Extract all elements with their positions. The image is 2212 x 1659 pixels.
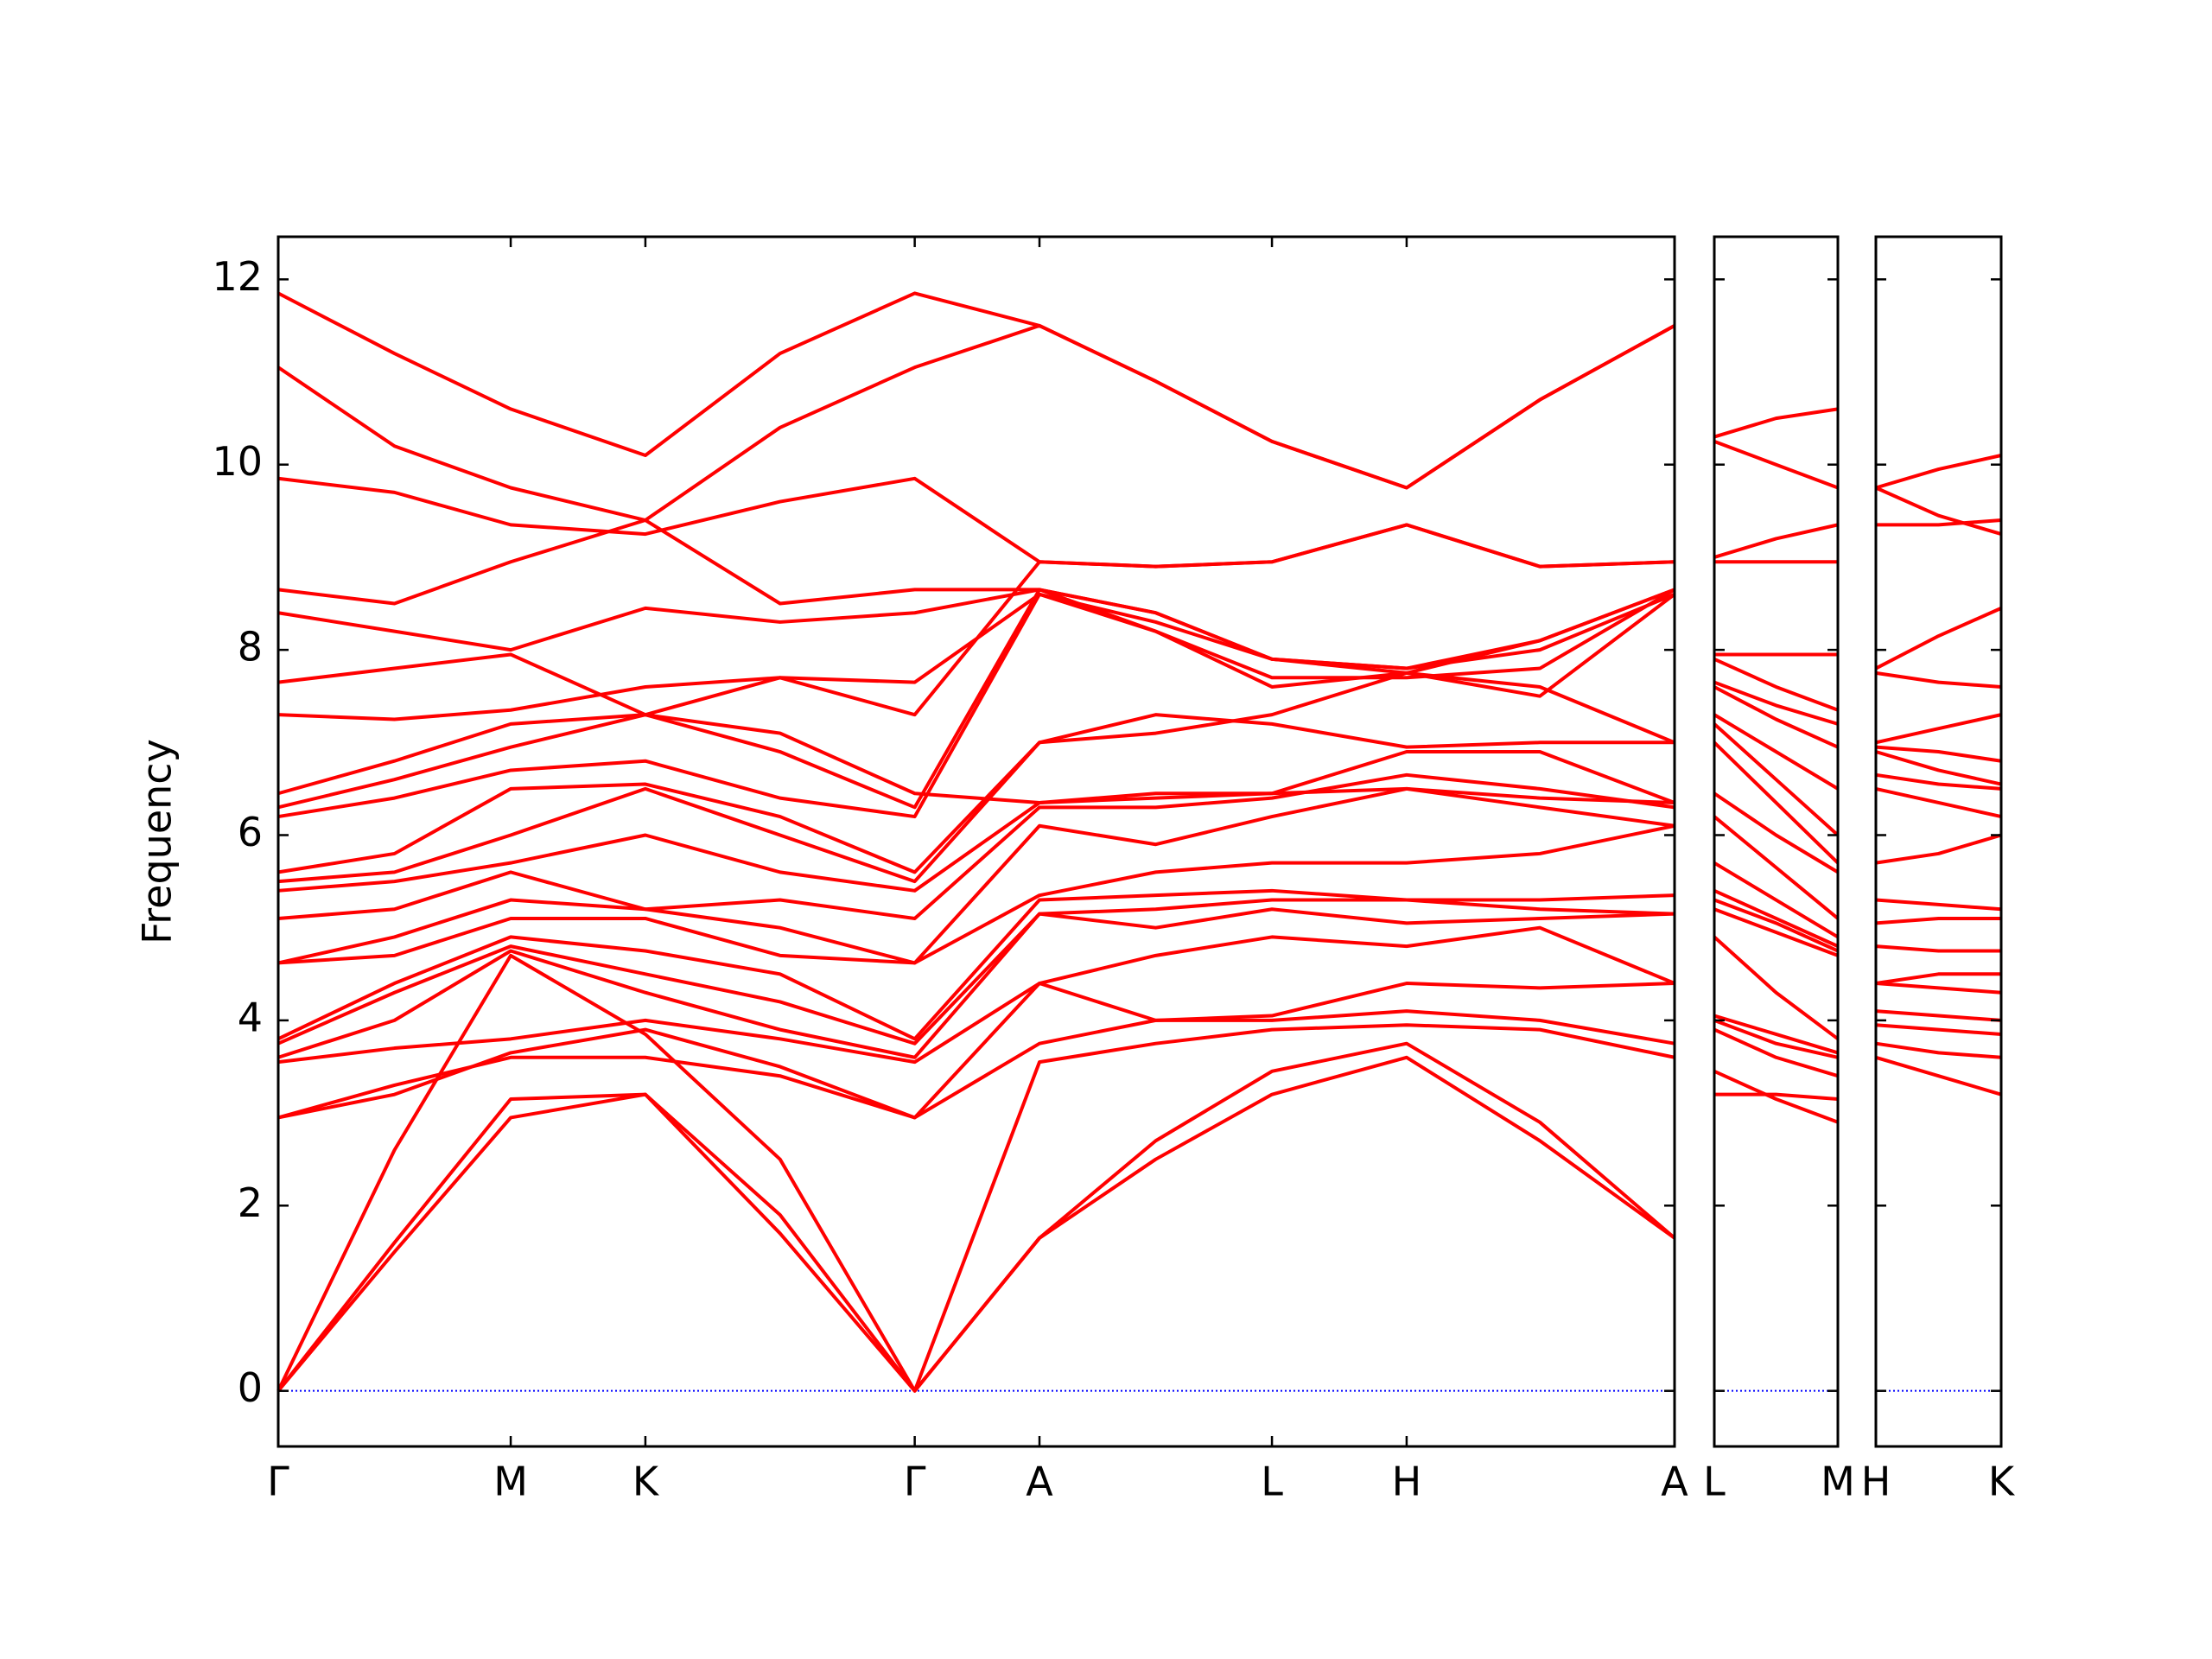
x-tick-label: Γ: [904, 1459, 926, 1505]
band-line: [277, 592, 1675, 717]
y-tick-label: 2: [238, 1179, 263, 1226]
y-tick-label: 10: [212, 438, 263, 485]
band-line: [1713, 888, 1839, 948]
band-line: [1875, 454, 2002, 490]
x-tick-label: H: [1861, 1459, 1891, 1505]
x-tick-label: K: [632, 1459, 660, 1505]
band-line: [1713, 741, 1840, 865]
band-line: [277, 523, 1675, 721]
x-tick-label: Γ: [267, 1459, 289, 1505]
band-line: [1713, 861, 1840, 939]
band-line: [1875, 833, 2002, 865]
band-line: [276, 323, 1675, 523]
band-line: [277, 713, 1675, 884]
band-line: [1875, 486, 2002, 537]
band-line: [1713, 685, 1839, 749]
band-line: [276, 1041, 1676, 1393]
band-line: [277, 713, 1675, 804]
band-line: [277, 291, 1675, 490]
panel-frame: [1713, 235, 1840, 1448]
band-line: [1713, 407, 1839, 439]
band-line: [277, 588, 1675, 675]
band-line: [1875, 944, 2001, 953]
band-line: [1875, 713, 2002, 745]
band-line: [1714, 1092, 1839, 1102]
band-line: [276, 953, 1675, 1393]
panel-frame: [276, 235, 1676, 1448]
y-tick-label: 0: [238, 1364, 263, 1411]
band-line: [1713, 1070, 1839, 1124]
band-line: [277, 925, 1675, 1065]
band-line: [1875, 750, 2002, 786]
band-line: [277, 592, 1676, 819]
x-tick-label: K: [1988, 1459, 2016, 1505]
band-line: [1713, 815, 1840, 920]
x-tick-label: L: [1261, 1459, 1283, 1505]
band-line: [1875, 786, 2002, 819]
panel-frame: [1874, 235, 2003, 1448]
band-line: [1875, 982, 2002, 995]
band-line: [1713, 898, 1839, 953]
band-line: [277, 1009, 1675, 1120]
band-line: [1875, 745, 2002, 763]
band-line: [1875, 772, 2002, 791]
band-line: [1875, 916, 2001, 925]
y-tick-label: 8: [238, 624, 263, 671]
band-line: [277, 982, 1675, 1120]
band-line: [1713, 523, 1839, 559]
x-tick-label: A: [1026, 1459, 1053, 1505]
band-line: [1875, 1041, 2002, 1059]
band-line: [277, 888, 1675, 1041]
band-line: [1876, 518, 2002, 527]
band-line: [1875, 898, 2002, 912]
band-line: [1713, 713, 1840, 791]
band-line: [1875, 972, 2001, 985]
band-line: [1713, 907, 1839, 957]
band-line: [1875, 671, 2002, 689]
x-tick-label: M: [493, 1459, 528, 1505]
band-line: [277, 772, 1675, 920]
band-line: [1713, 680, 1839, 726]
y-axis-label: Frequency: [134, 739, 181, 944]
band-line: [277, 518, 1676, 680]
band-line: [1713, 1014, 1839, 1055]
band-line: [1713, 657, 1839, 712]
band-line: [1713, 440, 1839, 490]
x-tick-label: H: [1392, 1459, 1422, 1505]
band-line: [1875, 1009, 2002, 1022]
band-line: [1875, 607, 2002, 671]
x-tick-label: A: [1661, 1459, 1688, 1505]
y-tick-label: 6: [238, 809, 263, 855]
x-tick-label: L: [1703, 1459, 1726, 1505]
band-line: [277, 750, 1675, 893]
y-tick-label: 4: [238, 994, 263, 1040]
band-line: [1875, 1055, 2002, 1096]
y-tick-label: 12: [212, 253, 263, 300]
band-line: [1713, 791, 1840, 874]
band-line: [1875, 1023, 2002, 1036]
band-line: [277, 907, 1675, 1059]
band-line: [1713, 722, 1840, 836]
x-tick-label: M: [1821, 1459, 1855, 1505]
band-line: [277, 476, 1675, 569]
band-line: [1713, 1019, 1839, 1059]
band-line: [1713, 935, 1840, 1040]
band-line: [277, 823, 1675, 965]
band-line: [1713, 1027, 1839, 1078]
